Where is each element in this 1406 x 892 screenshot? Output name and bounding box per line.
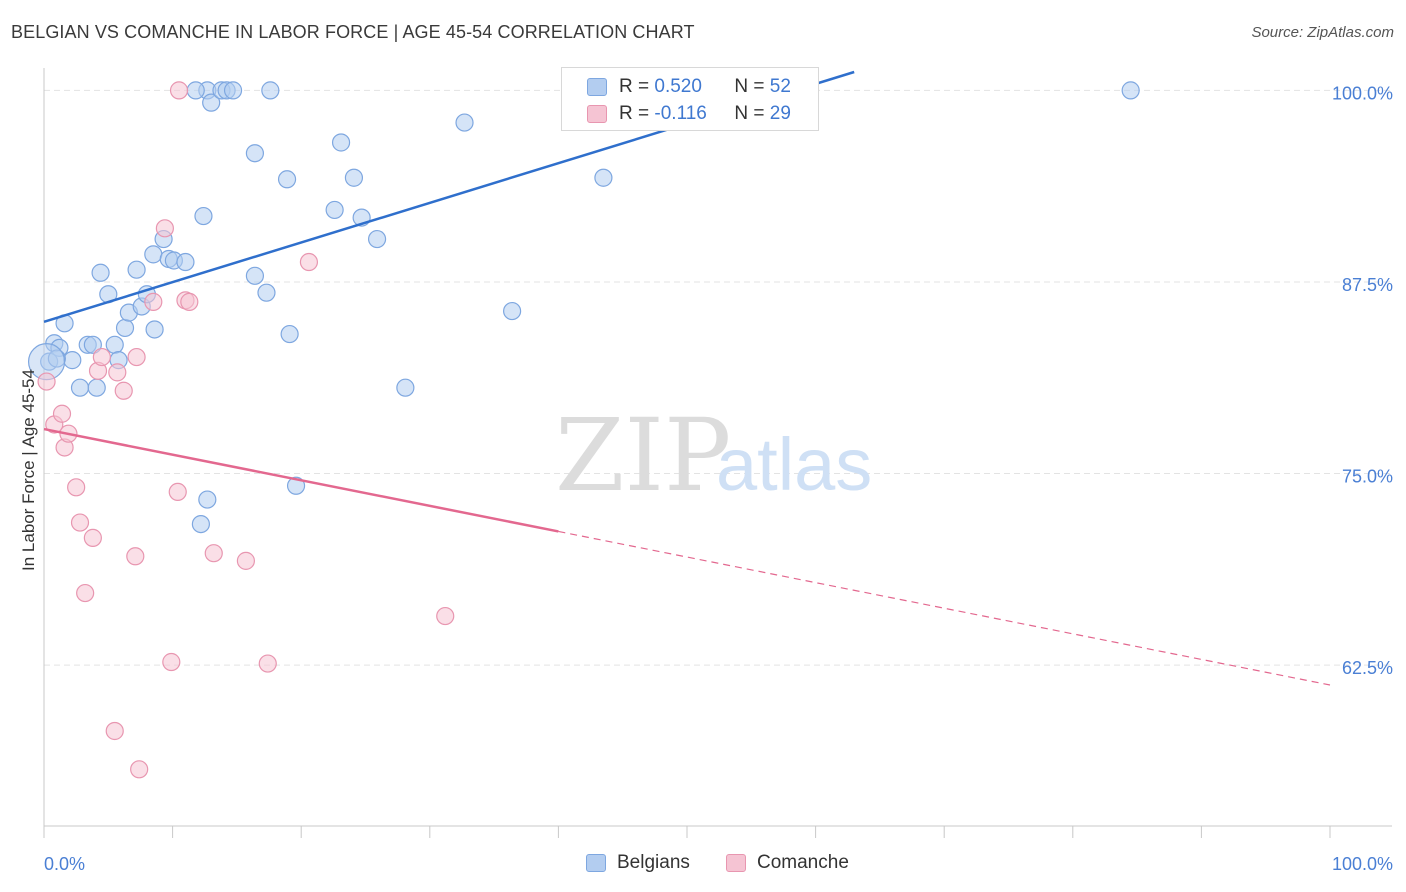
series-comanche [37, 81, 455, 779]
point-belgians [277, 170, 297, 189]
legend-row-belgians: R = 0.520 N = 52 [587, 75, 791, 99]
axes [43, 68, 1392, 838]
legend-n-label: N = [734, 76, 765, 97]
point-belgians [202, 93, 221, 112]
trend-line-comanche [43, 427, 559, 533]
point-belgians [105, 335, 124, 354]
point-comanche [168, 482, 187, 502]
bottom-legend-label-comanche: Comanche [757, 852, 849, 873]
point-comanche [92, 347, 111, 367]
y-tick-label: 75.0% [1342, 467, 1393, 487]
point-belgians [176, 252, 195, 272]
point-belgians [594, 168, 613, 187]
point-belgians [257, 283, 276, 302]
point-comanche [130, 760, 149, 779]
legend-swatch-belgians [587, 78, 607, 96]
point-belgians [127, 260, 146, 279]
point-comanche [52, 404, 72, 423]
point-belgians [455, 113, 474, 132]
point-comanche [155, 219, 174, 238]
trend-lines [43, 70, 1331, 686]
point-comanche [67, 478, 86, 497]
point-comanche [204, 544, 223, 563]
point-belgians [331, 133, 351, 152]
point-belgians [198, 490, 217, 509]
point-belgians [223, 81, 243, 100]
point-comanche [127, 347, 146, 367]
point-belgians [194, 206, 213, 226]
y-tick-label: 62.5% [1342, 658, 1393, 678]
legend-r-value: -0.116 [654, 103, 707, 124]
point-belgians [115, 318, 135, 338]
legend-n-label: N = [734, 103, 765, 124]
point-belgians [503, 301, 522, 321]
bottom-legend-swatch-belgians [586, 854, 606, 872]
bottom-legend-comanche: Comanche [726, 852, 849, 874]
x-tick-label-min: 0.0% [44, 854, 85, 874]
x-tick-label-max: 100.0% [1332, 854, 1393, 874]
point-comanche [70, 513, 90, 532]
watermark-zip: ZIP [555, 397, 731, 514]
point-belgians [70, 378, 90, 397]
point-comanche [299, 252, 319, 272]
chart-title: BELGIAN VS COMANCHE IN LABOR FORCE | AGE… [11, 22, 695, 42]
point-comanche [105, 721, 124, 741]
legend-n-value: 29 [769, 103, 791, 124]
point-belgians [261, 81, 280, 100]
legend-row-comanche: R = -0.116 N = 29 [587, 102, 791, 126]
point-belgians [325, 200, 344, 220]
point-comanche [162, 652, 181, 672]
point-comanche [37, 372, 56, 391]
point-belgians [367, 229, 387, 249]
point-comanche [126, 547, 145, 566]
point-belgians [286, 476, 306, 495]
series-belgians [27, 81, 1140, 534]
legend-r-value: 0.520 [654, 76, 702, 97]
point-belgians [63, 351, 82, 370]
point-comanche [169, 81, 189, 100]
point-belgians [1121, 81, 1140, 100]
y-tick-label: 87.5% [1342, 275, 1393, 295]
point-comanche [436, 606, 455, 626]
tick-labels: 100.0% 87.5% 75.0% 62.5% 0.0% 100.0% [44, 83, 1393, 874]
legend-swatch-comanche [587, 105, 607, 123]
point-belgians [83, 335, 102, 354]
point-belgians [280, 324, 299, 344]
watermark: ZIP atlas [555, 397, 872, 514]
point-comanche [258, 654, 277, 673]
point-belgians [87, 378, 106, 397]
y-tick-label: 100.0% [1332, 83, 1393, 103]
legend-r-label: R = [619, 76, 650, 97]
point-comanche [76, 583, 95, 603]
bottom-legend-swatch-comanche [726, 854, 746, 872]
point-comanche [144, 292, 163, 311]
point-comanche [83, 528, 102, 547]
point-belgians [144, 245, 163, 264]
correlation-legend: R = 0.520 N = 52 R = -0.116 N = 29 [561, 67, 819, 131]
point-belgians [245, 266, 265, 285]
point-belgians [396, 378, 415, 397]
point-comanche [180, 292, 199, 311]
legend-n-value: 52 [769, 76, 791, 97]
legend-r-label: R = [619, 103, 650, 124]
chart-source: Source: ZipAtlas.com [1251, 24, 1394, 41]
point-comanche [236, 551, 256, 570]
trend-line-comanche-projection [558, 530, 1331, 686]
point-belgians [91, 263, 110, 282]
bottom-legend-belgians: Belgians [586, 852, 690, 874]
point-belgians [145, 320, 164, 339]
point-belgians [344, 168, 364, 187]
point-belgians [245, 144, 265, 163]
point-belgians [186, 81, 205, 100]
watermark-atlas: atlas [716, 423, 872, 506]
point-comanche [108, 363, 127, 382]
point-comanche [114, 381, 133, 400]
bottom-legend-label-belgians: Belgians [617, 852, 690, 873]
y-axis-label: In Labor Force | Age 45-54 [19, 369, 38, 571]
grid-lines [44, 89, 1392, 666]
point-belgians [191, 514, 210, 534]
